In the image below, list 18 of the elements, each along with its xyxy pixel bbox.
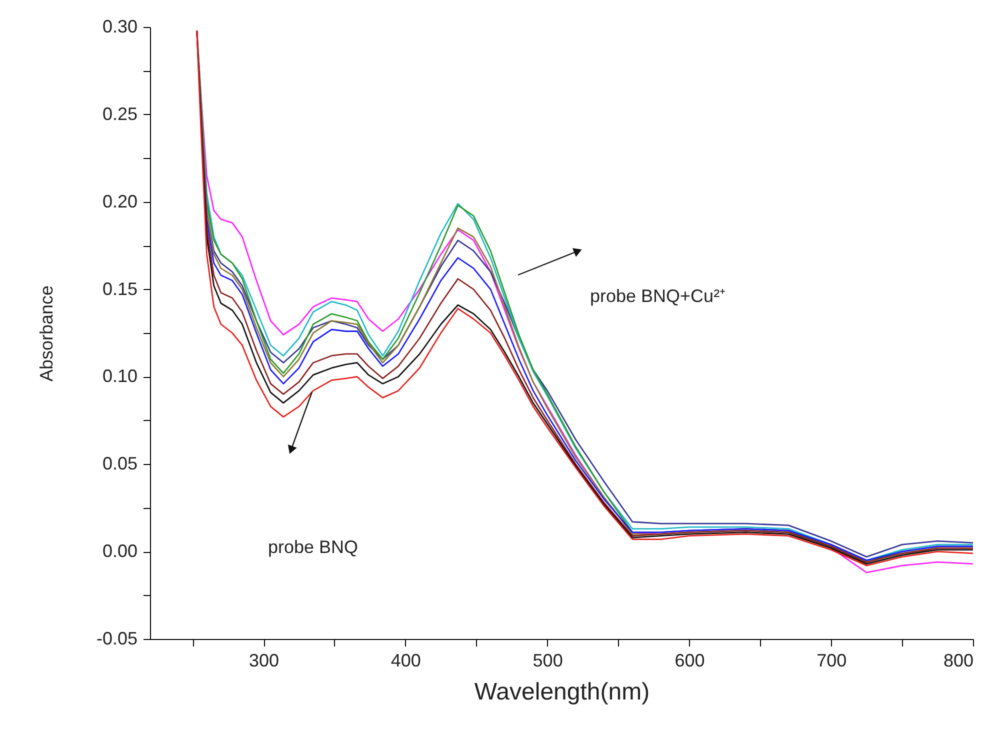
- y-tick-label: 0.30: [102, 16, 138, 36]
- y-tick-label: 0.25: [102, 104, 138, 124]
- x-tick-label: 700: [816, 650, 847, 670]
- x-tick-label: 400: [390, 650, 421, 670]
- x-axis-title: Wavelength(nm): [474, 678, 650, 706]
- annotation: probe BNQ: [268, 537, 358, 557]
- x-tick-label: 800: [943, 650, 974, 670]
- annotation: probe BNQ+Cu²⁺: [590, 286, 726, 306]
- x-tick-label: 300: [248, 650, 280, 670]
- x-tick-label: 500: [532, 650, 563, 670]
- y-tick-label: 0.20: [102, 191, 138, 212]
- y-tick-label: -0.05: [96, 628, 138, 648]
- x-tick-label: 600: [674, 650, 705, 670]
- y-axis-title: Absorbance: [36, 285, 56, 382]
- y-tick-label: 0.05: [102, 454, 138, 474]
- y-tick-label: 0.15: [102, 278, 138, 299]
- y-tick-label: 0.10: [102, 366, 138, 386]
- y-tick-label: 0.00: [102, 541, 138, 562]
